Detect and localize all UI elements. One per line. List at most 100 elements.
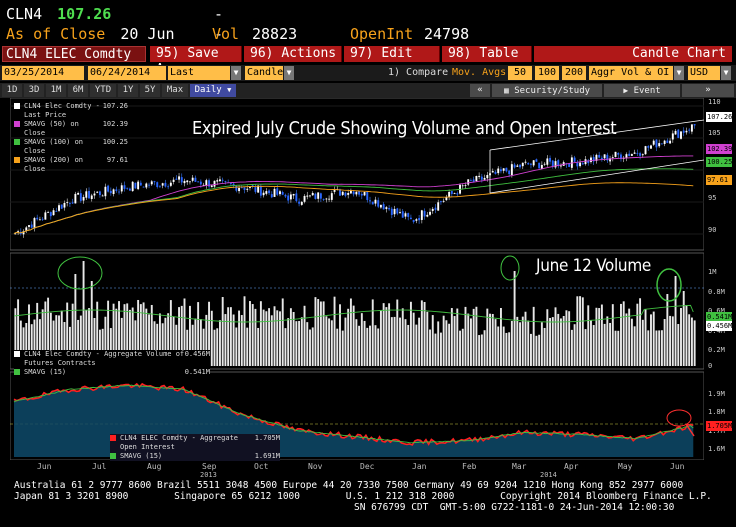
chart-annotation-volume: June 12 Volume xyxy=(536,256,652,276)
event-button[interactable]: ▶ Event xyxy=(604,84,680,97)
tab-5y[interactable]: 5Y xyxy=(140,84,160,97)
candle xyxy=(243,187,246,190)
tab-ytd[interactable]: YTD xyxy=(90,84,116,97)
volume-bar xyxy=(633,326,636,366)
candle xyxy=(439,201,442,203)
style-select[interactable]: Candle xyxy=(245,66,284,80)
candle xyxy=(330,193,333,200)
compare-button[interactable]: 1) Compare xyxy=(388,67,449,78)
candle xyxy=(60,204,63,209)
volume-bar xyxy=(281,298,284,366)
candle xyxy=(205,180,208,186)
candle xyxy=(475,175,478,182)
ma-period-200[interactable]: 200 xyxy=(562,66,586,80)
volume-bar xyxy=(445,320,448,366)
volume-bar xyxy=(625,313,628,366)
volume-bar xyxy=(333,296,336,366)
candle xyxy=(232,183,235,186)
price-candles xyxy=(14,123,696,238)
end-date-input[interactable]: 06/24/2014 xyxy=(88,66,166,80)
candle xyxy=(382,204,385,210)
chevron-down-icon[interactable]: ▼ xyxy=(721,66,731,80)
table-button[interactable]: 98) Table xyxy=(442,46,532,62)
candle xyxy=(693,124,696,126)
chart-annotation-title: Expired July Crude Showing Volume and Op… xyxy=(192,118,617,139)
candle xyxy=(126,187,129,189)
candle xyxy=(636,153,639,155)
volume-bar xyxy=(598,308,601,366)
oi-tick: 1.7M xyxy=(708,427,725,435)
volume-bar xyxy=(652,311,655,366)
candle xyxy=(363,192,366,196)
candle xyxy=(532,160,535,166)
nav-right-icon[interactable]: » xyxy=(682,84,734,97)
volume-bar xyxy=(600,304,603,366)
ma-period-100[interactable]: 100 xyxy=(535,66,559,80)
candle xyxy=(317,192,320,199)
candle xyxy=(71,202,74,204)
edit-button[interactable]: 97) Edit xyxy=(344,46,440,62)
start-date-input[interactable]: 03/25/2014 xyxy=(2,66,84,80)
period-tab-bar: 1D 3D 1M 6M YTD 1Y 5Y Max Daily ▼ « ▦ Se… xyxy=(0,83,736,98)
volume-bar xyxy=(399,317,401,366)
candle xyxy=(420,210,423,220)
volume-bar xyxy=(409,301,412,366)
volume-bar xyxy=(328,318,331,366)
candle xyxy=(257,185,260,193)
tab-max[interactable]: Max xyxy=(162,84,188,97)
volume-bar xyxy=(475,306,478,366)
field-select[interactable]: Last Price xyxy=(168,66,230,92)
candle xyxy=(197,181,200,183)
candle xyxy=(688,129,691,131)
volume-tick: 0.2M xyxy=(708,346,725,354)
volume-bar xyxy=(262,309,265,366)
volume-bar xyxy=(418,317,421,366)
candle xyxy=(437,202,440,211)
security-study-button[interactable]: ▦ Security/Study xyxy=(492,84,602,97)
volume-bar xyxy=(505,332,508,366)
volume-bar xyxy=(680,308,682,366)
volume-bar xyxy=(118,301,120,366)
tab-1y[interactable]: 1Y xyxy=(118,84,138,97)
aggr-select[interactable]: Aggr Vol & OI xyxy=(589,66,673,80)
frequency-select[interactable]: Daily ▼ xyxy=(190,84,236,97)
volume-bar xyxy=(573,324,576,366)
as-of-date: 20 Jun xyxy=(120,25,175,43)
candle xyxy=(650,145,652,149)
chevron-down-icon[interactable]: ▼ xyxy=(674,66,684,80)
chevron-down-icon[interactable]: ▼ xyxy=(231,66,241,80)
candle xyxy=(581,163,584,165)
tab-3d[interactable]: 3D xyxy=(24,84,44,97)
volume-bar xyxy=(330,320,333,366)
command-bar: CLN4 ELEC Comdty 95) Save As 96) Actions… xyxy=(0,45,736,77)
candle xyxy=(265,191,268,194)
volume-bar xyxy=(472,308,475,366)
tab-6m[interactable]: 6M xyxy=(68,84,88,97)
volume-bar xyxy=(521,316,524,366)
ma-period-50[interactable]: 50 xyxy=(508,66,532,80)
tab-1d[interactable]: 1D xyxy=(2,84,22,97)
candle xyxy=(486,175,489,179)
save-as-button[interactable]: 95) Save As xyxy=(150,46,242,77)
candle xyxy=(412,220,415,222)
chevron-down-icon[interactable]: ▼ xyxy=(284,66,294,80)
volume-bar xyxy=(628,308,631,366)
ticker-input[interactable]: CLN4 ELEC Comdty xyxy=(2,46,146,62)
candle xyxy=(663,140,666,144)
tab-1m[interactable]: 1M xyxy=(46,84,66,97)
candle xyxy=(666,140,669,143)
nav-left-icon[interactable]: « xyxy=(470,84,490,97)
price-tick: 110 xyxy=(708,98,721,106)
candle xyxy=(579,162,582,167)
chevron-down-icon: ▼ xyxy=(227,86,232,94)
x-tick: Dec xyxy=(360,462,375,471)
candle xyxy=(82,197,85,201)
candle xyxy=(527,162,530,165)
volume-bar xyxy=(167,313,170,366)
actions-button[interactable]: 96) Actions xyxy=(244,46,342,62)
candle xyxy=(202,184,205,186)
currency-select[interactable]: USD xyxy=(688,66,720,80)
volume-bar xyxy=(595,307,598,366)
volume-bar xyxy=(254,308,257,366)
volume-bar xyxy=(437,321,440,366)
